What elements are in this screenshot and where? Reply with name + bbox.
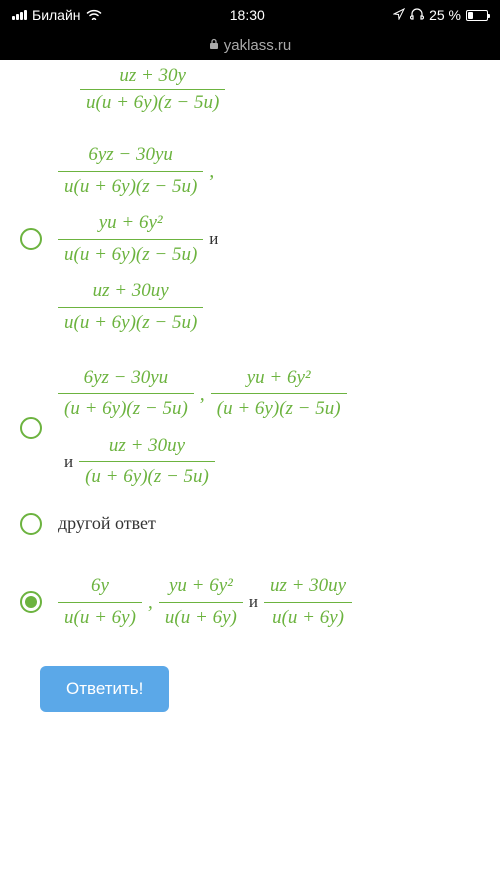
- status-left: Билайн: [12, 7, 102, 23]
- option-1[interactable]: 6yz − 30yu u(u + 6y)(z − 5u) , yu + 6y² …: [20, 142, 480, 337]
- option-2[interactable]: 6yz − 30yu (u + 6y)(z − 5u) , yu + 6y² (…: [20, 365, 480, 491]
- partial-num: uz + 30y: [80, 65, 225, 89]
- url-bar[interactable]: yaklass.ru: [0, 30, 500, 60]
- headphones-icon: [410, 7, 424, 23]
- submit-button[interactable]: Ответить!: [40, 666, 169, 712]
- option-3-text: другой ответ: [58, 513, 156, 534]
- battery-percent: 25 %: [429, 7, 461, 23]
- partial-den: u(u + 6y)(z − 5u): [80, 89, 225, 114]
- lock-icon: [209, 38, 219, 53]
- carrier-label: Билайн: [32, 7, 81, 23]
- battery-fill: [468, 12, 473, 19]
- status-right: 25 %: [393, 7, 488, 23]
- location-icon: [393, 7, 405, 23]
- option-3[interactable]: другой ответ: [20, 513, 480, 535]
- url-text: yaklass.ru: [224, 37, 292, 54]
- radio-icon[interactable]: [20, 513, 42, 535]
- option-1-math: 6yz − 30yu u(u + 6y)(z − 5u) , yu + 6y² …: [58, 142, 224, 337]
- option-4[interactable]: 6y u(u + 6y) , yu + 6y² u(u + 6y) и uz +…: [20, 573, 480, 631]
- radio-icon-selected[interactable]: [20, 591, 42, 613]
- partial-fraction: uz + 30y u(u + 6y)(z − 5u): [80, 65, 480, 114]
- wifi-icon: [86, 8, 102, 23]
- signal-icon: [12, 10, 27, 20]
- option-4-math: 6y u(u + 6y) , yu + 6y² u(u + 6y) и uz +…: [58, 573, 352, 631]
- battery-icon: [466, 10, 488, 21]
- status-time: 18:30: [230, 7, 265, 23]
- radio-icon[interactable]: [20, 228, 42, 250]
- content-area: uz + 30y u(u + 6y)(z − 5u) 6yz − 30yu u(…: [0, 60, 500, 889]
- option-2-math: 6yz − 30yu (u + 6y)(z − 5u) , yu + 6y² (…: [58, 365, 347, 491]
- radio-icon[interactable]: [20, 417, 42, 439]
- status-bar: Билайн 18:30 25 %: [0, 0, 500, 30]
